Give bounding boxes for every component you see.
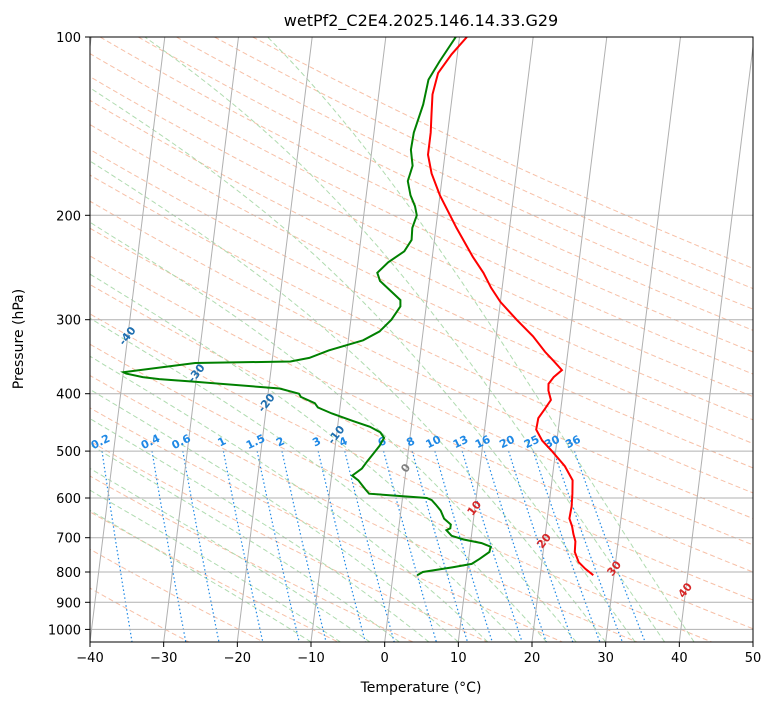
dry-adiabat-line [90, 374, 638, 642]
mixing-ratio-line [222, 450, 264, 642]
dry-adiabat-line [99, 37, 753, 353]
x-tick-label: 40 [671, 651, 688, 666]
isotherm-line [531, 37, 608, 642]
mixing-ratio-line [508, 450, 574, 642]
dry-adiabats [90, 37, 753, 642]
moist-adiabat-line [90, 160, 607, 642]
y-tick-label: 500 [56, 445, 81, 460]
chart-title: wetPf2_C2E4.2025.146.14.33.G29 [284, 11, 558, 31]
x-axis-label: Temperature (°C) [360, 680, 482, 696]
x-tick-label: −10 [297, 651, 324, 666]
plot-frame [89, 36, 754, 643]
dry-adiabat-line [90, 475, 414, 642]
isotherms [90, 37, 753, 642]
x-tick-label: 50 [745, 651, 762, 666]
isotherm-line [163, 37, 239, 642]
isotherm-line [90, 37, 166, 642]
mixing-ratio-label: 10 [424, 433, 444, 452]
mixing-ratio-line [344, 450, 395, 642]
mixing-ratio-line [411, 450, 469, 642]
moist-adiabat-line [90, 467, 371, 642]
mixing-ratio-line [256, 450, 300, 642]
moist-adiabat-line [90, 317, 518, 642]
y-tick-label: 1000 [48, 623, 81, 638]
x-tick-label: −20 [224, 651, 251, 666]
y-tick-label: 100 [56, 31, 81, 46]
dry-adiabat-line [90, 283, 753, 601]
isotherm-line [236, 37, 313, 642]
moist-adiabat-line [90, 87, 636, 642]
mixing-ratio-line [483, 450, 547, 642]
y-tick-label: 200 [56, 209, 81, 224]
x-tick-label: −30 [150, 651, 177, 666]
mixing-ratio-line [434, 450, 493, 642]
dry-adiabat-line [90, 124, 753, 445]
mixing-ratio-label: 20 [497, 433, 517, 452]
dry-adiabat-line [90, 255, 753, 573]
dry-adiabat-line [90, 174, 753, 494]
y-tick-label: 700 [56, 532, 81, 547]
dry-adiabat-line [90, 99, 753, 421]
mixing-ratio-line [281, 450, 327, 642]
y-tick-label: 300 [56, 314, 81, 329]
mixing-ratio-line [532, 450, 601, 642]
dry-adiabat-line [252, 37, 753, 269]
mixing-ratio-line [317, 450, 366, 642]
mixing-ratio-line [151, 451, 187, 642]
dry-adiabat-line [90, 148, 753, 469]
mixing-ratio-line [573, 450, 646, 642]
temperature-line [426, 37, 594, 576]
mixing-ratio-line [383, 450, 437, 642]
x-tick-label: 10 [450, 651, 467, 666]
dry-adiabat-line [90, 313, 753, 630]
mixing-ratio-line [461, 450, 523, 642]
mixing-ratio-label: 16 [473, 433, 493, 452]
y-tick-label: 400 [56, 388, 81, 403]
dewpoint-line [120, 37, 492, 577]
sounding-profiles [120, 37, 594, 577]
moist-adiabat-line [90, 444, 400, 642]
x-tick-label: 0 [381, 651, 389, 666]
mixing-ratio-line [182, 450, 220, 642]
mixing-ratio-label: 13 [451, 433, 470, 451]
dry-adiabat-line [90, 227, 753, 546]
isotherm-line [605, 37, 681, 642]
y-tick-label: 900 [56, 596, 81, 611]
dry-adiabat-line [90, 76, 753, 398]
moist-adiabat-line [144, 37, 666, 642]
x-tick-label: −40 [76, 651, 103, 666]
x-tick-label: 30 [597, 651, 614, 666]
y-tick-label: 600 [56, 492, 81, 507]
isobars [90, 37, 753, 630]
dry-adiabat-line [90, 407, 563, 642]
x-tick-label: 20 [524, 651, 541, 666]
x-axis: −40 −30 −20 −10 0 10 20 30 40 50 [76, 642, 761, 666]
mixing-ratio-lines [101, 450, 646, 642]
moist-adiabat-line [267, 37, 695, 642]
mixing-ratio-line [553, 450, 623, 642]
y-tick-label: 800 [56, 566, 81, 581]
isotherm-line [678, 42, 753, 642]
moist-adiabat-line [90, 221, 577, 642]
moist-adiabat-line [90, 418, 430, 642]
plot-area: -100-90-80-70-60-50-40-30-20-10010203040… [90, 37, 753, 642]
dry-adiabat-line [176, 37, 753, 310]
isotherm-line [384, 37, 460, 642]
mixing-ratio-label: 36 [563, 433, 583, 452]
isotherm-line [310, 37, 387, 642]
y-axis-label: Pressure (hPa) [11, 289, 27, 389]
mixing-ratio-label: 25 [522, 433, 541, 451]
moist-adiabat-line [90, 388, 459, 642]
y-axis: 100 200 300 400 500 600 700 800 900 1000 [48, 31, 90, 638]
mixing-ratio-line [101, 451, 133, 642]
